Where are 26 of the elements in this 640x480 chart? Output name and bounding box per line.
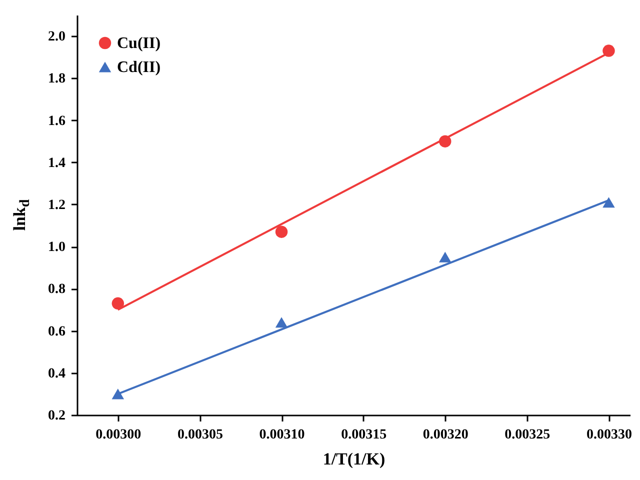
y-tick-label: 1.2 <box>48 198 66 213</box>
x-tick-label: 0.00300 <box>96 428 142 442</box>
legend-label: Cd(II) <box>117 59 161 76</box>
x-tick-label: 0.00315 <box>341 428 387 442</box>
point <box>112 388 124 400</box>
y-tick-label: 2.0 <box>48 30 66 45</box>
y-tick-label: 0.8 <box>48 282 66 298</box>
point <box>275 226 288 238</box>
legend-label: Cu(II) <box>117 35 161 52</box>
x-tick-label: 0.00320 <box>422 428 468 442</box>
x-tick-label: 0.00330 <box>586 428 632 442</box>
y-tick-label: 1.6 <box>48 114 66 129</box>
x-tick-label: 0.00325 <box>504 428 550 442</box>
y-tick-label: 1.8 <box>48 72 66 87</box>
point <box>438 252 452 262</box>
y-tick-label: 0.2 <box>48 408 66 424</box>
x-axis-title: 1/T(1/K) <box>322 450 386 468</box>
x-tick-label: 0.00310 <box>259 428 305 442</box>
y-tick-label: 1.4 <box>48 156 66 171</box>
point <box>602 44 615 57</box>
point <box>275 317 288 328</box>
y-tick-label: 0.6 <box>48 324 66 340</box>
y-tick-label: 0.4 <box>48 366 66 382</box>
y-tick-label: 1.0 <box>48 240 66 256</box>
point <box>112 297 124 310</box>
x-tick-label: 0.00305 <box>177 428 223 442</box>
